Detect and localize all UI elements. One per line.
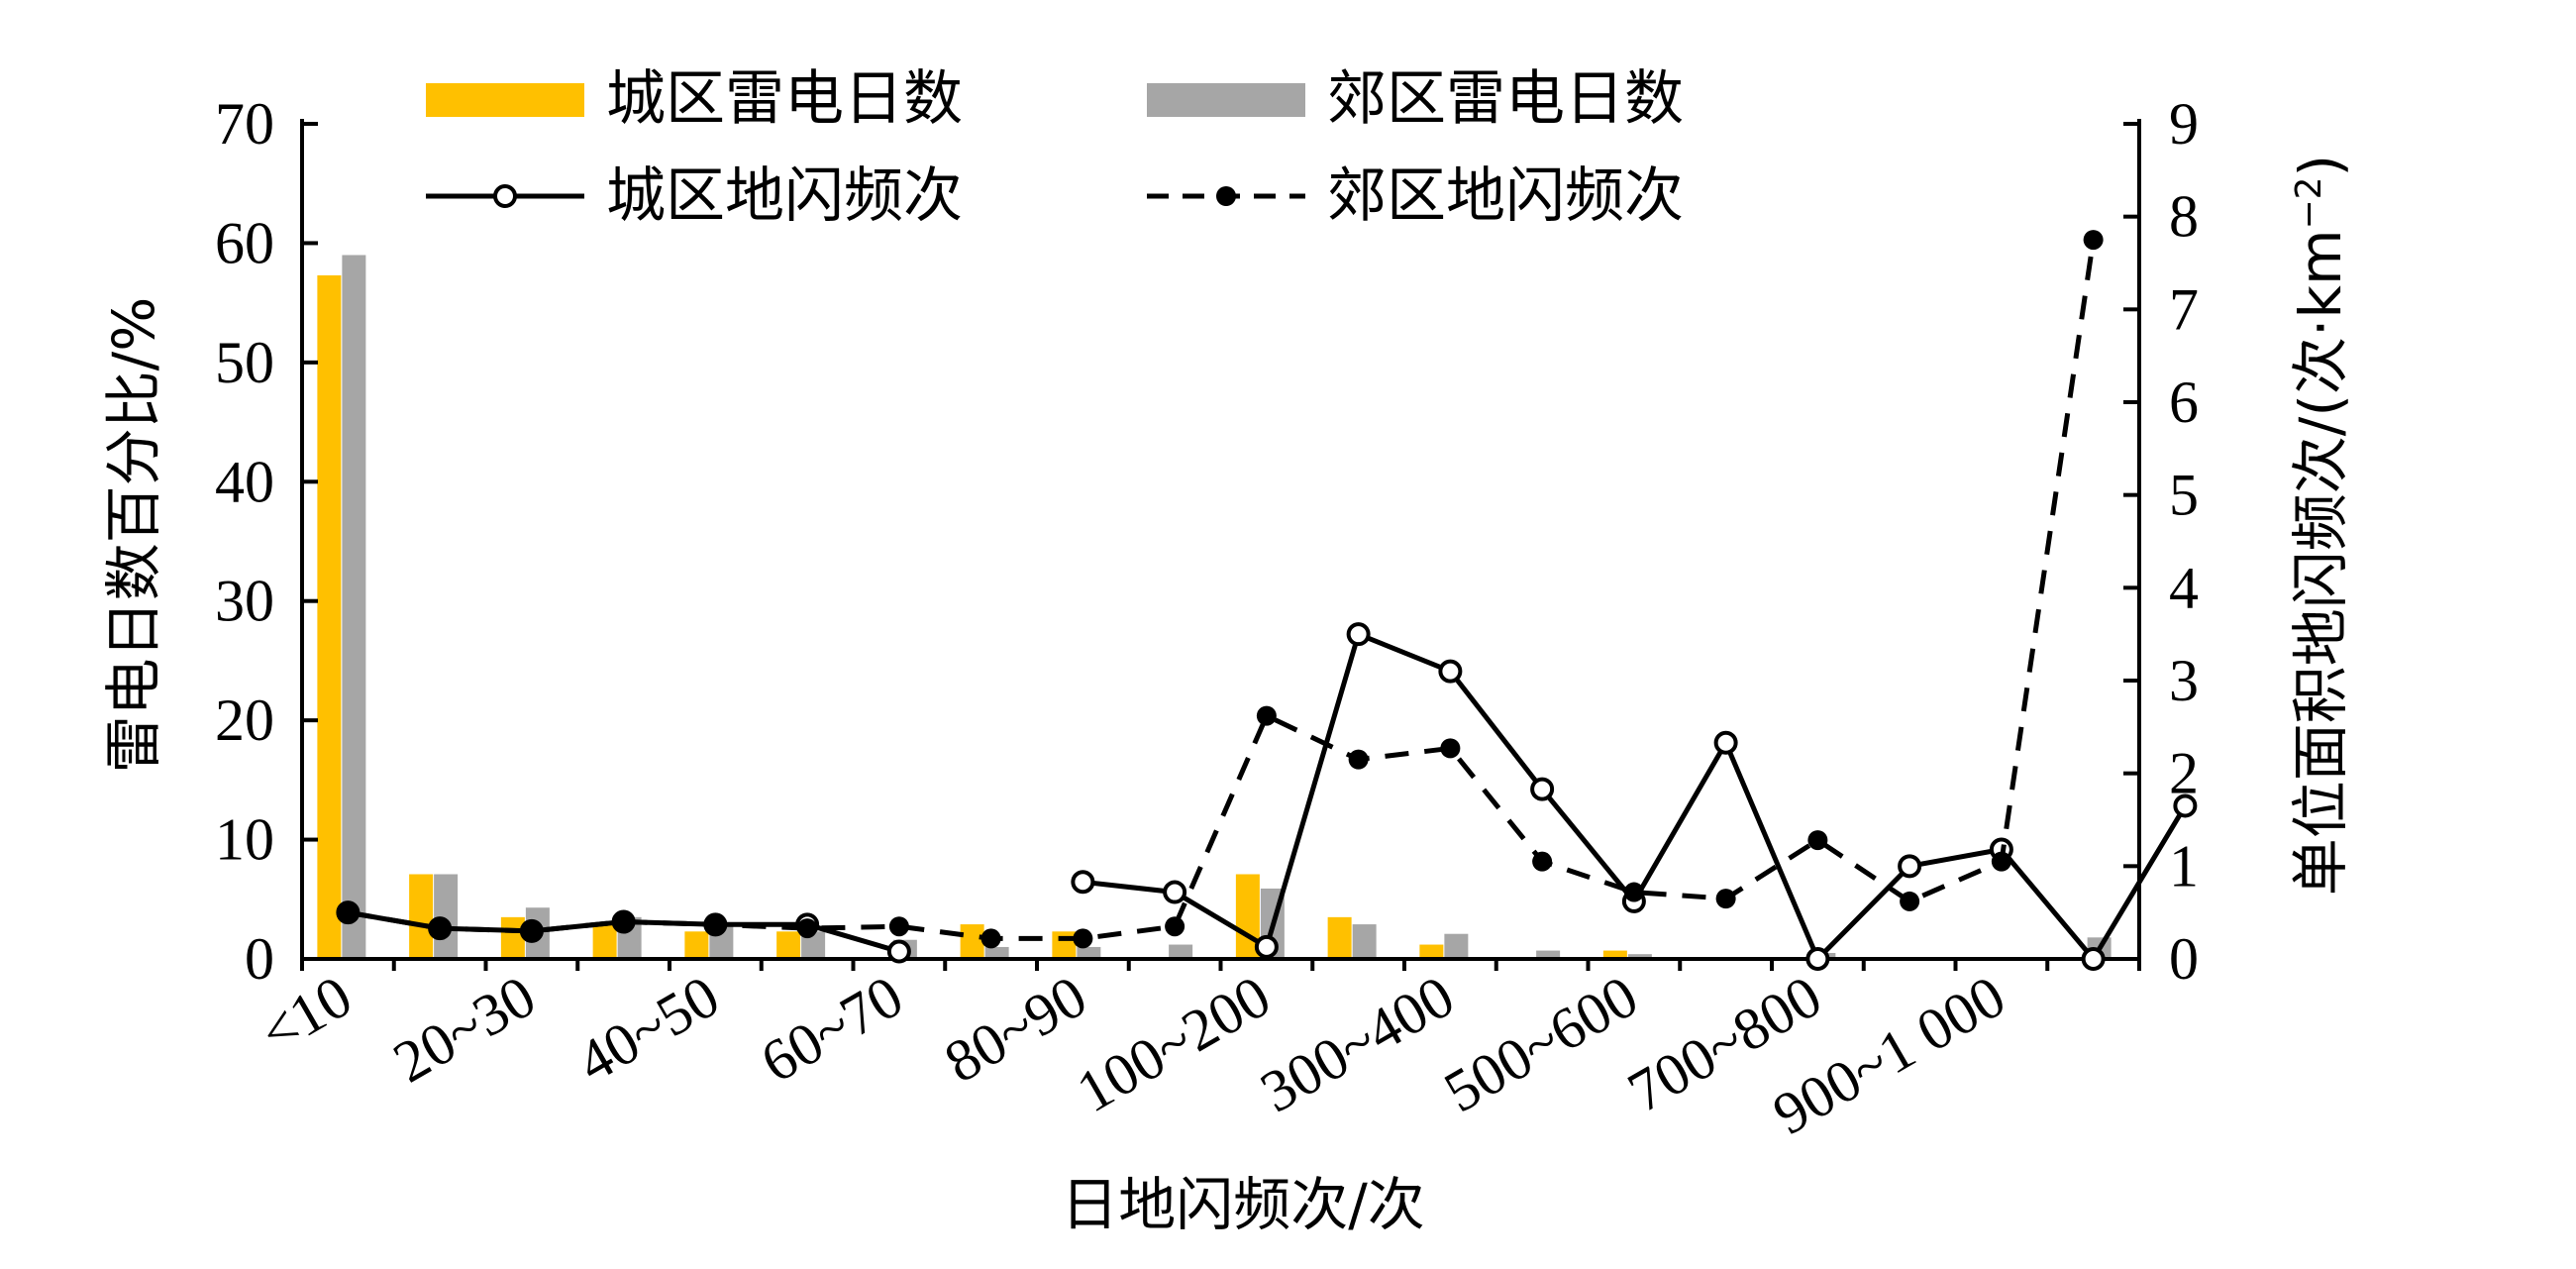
bar-urban-14	[1602, 950, 1627, 959]
bar-urban-2	[500, 916, 525, 959]
y-axis-label-right: 单位面积地闪频次/(次·km−2)	[2287, 155, 2354, 896]
x-tick-label-4: 40~50	[567, 963, 730, 1095]
marker-suburban-3	[613, 911, 634, 932]
y-left-tick-label-60: 60	[215, 210, 274, 275]
marker-suburban-4	[705, 914, 726, 935]
marker-suburban-10	[1256, 705, 1277, 726]
bar-suburban-11	[1352, 924, 1377, 959]
y-left-tick-label-0: 0	[245, 926, 274, 992]
bar-suburban-0	[342, 255, 366, 959]
legend-marker-suburban	[1216, 186, 1236, 206]
marker-suburban-9	[1165, 916, 1185, 937]
marker-suburban-17	[1900, 891, 1920, 911]
lines-layer	[336, 230, 2198, 971]
marker-suburban-19	[2083, 230, 2104, 251]
marker-urban-10	[1254, 934, 1279, 959]
marker-urban-20	[2173, 793, 2198, 818]
marker-suburban-12	[1440, 738, 1461, 759]
marker-suburban-16	[1807, 830, 1828, 851]
bar-urban-8	[1052, 931, 1077, 959]
y-left-tick-label-40: 40	[215, 449, 274, 514]
y-left-tick-label-10: 10	[215, 807, 274, 873]
marker-urban-9	[1163, 880, 1187, 904]
marker-urban-13	[1530, 777, 1555, 801]
bar-suburban-14	[1627, 954, 1652, 959]
y-right-tick-label-9: 9	[2169, 91, 2199, 157]
marker-suburban-2	[521, 920, 542, 941]
bars-layer	[317, 255, 2112, 959]
legend-marker-urban	[493, 184, 517, 208]
y-right-tick-label-8: 8	[2169, 184, 2199, 250]
marker-urban-12	[1438, 659, 1463, 684]
y-left-tick-label-30: 30	[215, 569, 274, 634]
bar-suburban-1	[434, 874, 459, 959]
y-right-tick-label-7: 7	[2169, 276, 2199, 342]
marker-suburban-7	[980, 928, 1001, 949]
bar-suburban-12	[1444, 933, 1469, 959]
y-right-tick-label-4: 4	[2169, 555, 2199, 620]
bar-suburban-7	[984, 946, 1009, 959]
marker-suburban-6	[888, 916, 909, 937]
marker-suburban-8	[1073, 928, 1093, 949]
bar-suburban-13	[1536, 950, 1561, 959]
x-tick-label-12: 300~400	[1250, 963, 1465, 1124]
bar-suburban-8	[1077, 946, 1101, 959]
marker-urban-16	[1805, 947, 1830, 971]
bar-urban-5	[776, 931, 801, 959]
legend-label-0: 城区雷电日数	[606, 64, 963, 134]
line-suburban	[347, 239, 2097, 941]
marker-suburban-18	[1991, 851, 2011, 872]
x-tick-label-10: 100~200	[1066, 963, 1281, 1124]
legend-label-2: 城区地闪频次	[606, 161, 963, 231]
x-axis-label: 日地闪频次/次	[1061, 1171, 1425, 1238]
marker-suburban-13	[1532, 851, 1553, 872]
marker-urban-8	[1071, 870, 1095, 895]
marker-suburban-14	[1623, 882, 1644, 902]
y-left-tick-label-50: 50	[215, 330, 274, 395]
bar-urban-11	[1327, 916, 1352, 959]
x-tick-label-2: 20~30	[382, 963, 546, 1095]
y-right-tick-label-5: 5	[2169, 463, 2199, 528]
bar-urban-1	[409, 874, 434, 959]
y-axis-label-right-sup: −2	[2289, 176, 2329, 229]
y-right-tick-label-1: 1	[2169, 833, 2199, 899]
marker-urban-6	[886, 939, 911, 964]
y-axis-label-right-close: )	[2287, 155, 2354, 177]
bar-urban-7	[960, 924, 984, 959]
marker-suburban-11	[1348, 749, 1369, 770]
bar-urban-4	[684, 931, 709, 959]
marker-suburban-15	[1715, 889, 1736, 909]
y-right-tick-label-0: 0	[2169, 926, 2199, 992]
y-left-tick-label-20: 20	[215, 687, 274, 753]
legend-label-3: 郊区地闪频次	[1327, 161, 1684, 231]
legend-swatch-urban-bar	[426, 83, 584, 117]
marker-urban-17	[1898, 854, 1922, 879]
x-tick-label-6: 60~70	[750, 963, 913, 1095]
legend-swatch-suburban-bar	[1147, 83, 1305, 117]
bar-urban-12	[1419, 944, 1444, 959]
y-axis-label-left: 雷电日数百分比/%	[100, 297, 167, 774]
marker-urban-19	[2081, 947, 2106, 971]
legend-label-1: 郊区雷电日数	[1327, 64, 1684, 134]
marker-suburban-5	[797, 918, 818, 939]
marker-urban-15	[1713, 730, 1738, 755]
bar-suburban-9	[1169, 944, 1193, 959]
x-tick-label-14: 500~600	[1433, 963, 1648, 1124]
marker-suburban-0	[338, 902, 359, 923]
y-right-tick-label-3: 3	[2169, 648, 2199, 713]
y-axis-label-right-main: 单位面积地闪频次/(次·km	[2287, 230, 2354, 897]
marker-suburban-1	[430, 918, 451, 939]
bar-urban-0	[317, 274, 342, 959]
marker-urban-11	[1346, 622, 1371, 647]
y-left-tick-label-70: 70	[215, 91, 274, 157]
y-right-tick-label-6: 6	[2169, 370, 2199, 435]
bar-urban-3	[592, 924, 617, 959]
